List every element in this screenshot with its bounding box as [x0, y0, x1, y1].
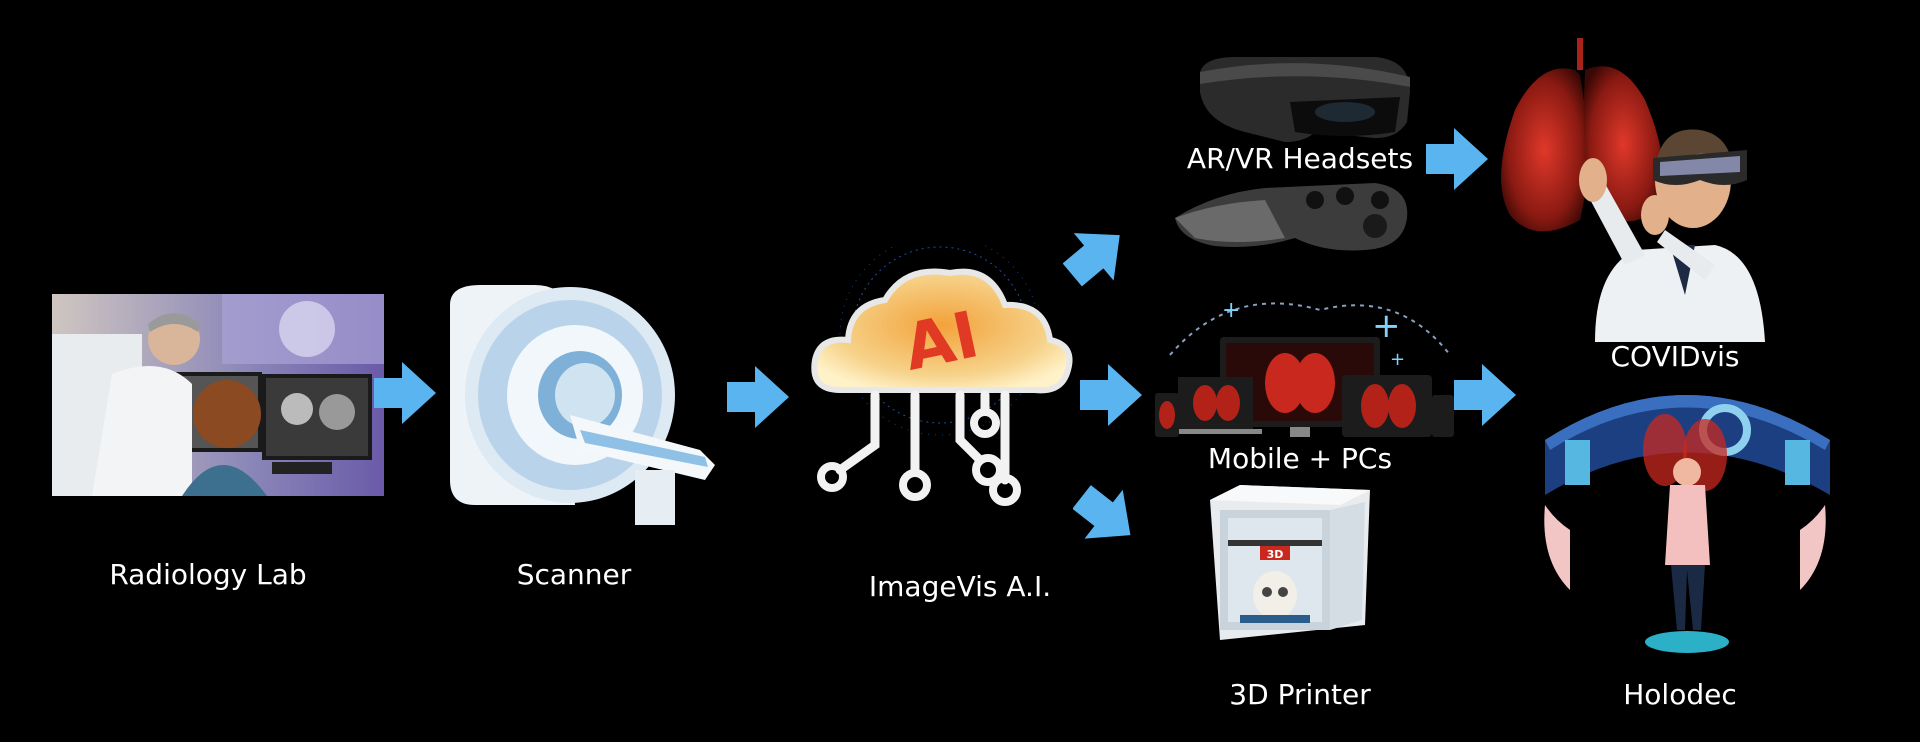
- arrow-scanner-to-ai: [727, 366, 789, 428]
- arrow-radiology-to-scanner: [374, 362, 436, 424]
- label-mobile-pcs: Mobile + PCs: [1207, 442, 1393, 475]
- ai-cloud-icon: AI: [800, 245, 1080, 510]
- arrow-mobile-to-holodec: [1454, 364, 1516, 426]
- label-holodec: Holodec: [1623, 678, 1737, 711]
- label-scanner: Scanner: [516, 558, 632, 591]
- radiology-lab-photo: [52, 294, 384, 496]
- label-3d-printer: 3D Printer: [1229, 678, 1371, 711]
- mri-scanner-icon: [440, 285, 730, 535]
- label-imagevis-ai: ImageVis A.I.: [868, 570, 1052, 603]
- svg-text:+: +: [1222, 298, 1240, 323]
- holodeck-icon: [1525, 380, 1845, 665]
- 3d-printer-icon: 3D: [1200, 480, 1375, 650]
- arrow-ai-to-headsets: [1063, 233, 1120, 287]
- arrow-ai-to-printer: [1073, 485, 1131, 539]
- headset-icon: [1195, 52, 1415, 147]
- svg-text:+: +: [1390, 349, 1405, 370]
- arrow-ai-to-mobile: [1080, 364, 1142, 426]
- printer-badge-text: 3D: [1267, 548, 1284, 561]
- covid-lungs-icon: [1485, 30, 1830, 342]
- label-radiology-lab: Radiology Lab: [109, 558, 307, 591]
- devices-icon: + + +: [1150, 295, 1460, 445]
- label-covidvis: COVIDvis: [1610, 340, 1740, 373]
- ai-logo-text: AI: [898, 298, 985, 386]
- arrow-headsets-to-covidvis: [1426, 128, 1488, 190]
- label-ar-vr-headsets: AR/VR Headsets: [1186, 142, 1414, 175]
- headset-icon: [1175, 178, 1415, 258]
